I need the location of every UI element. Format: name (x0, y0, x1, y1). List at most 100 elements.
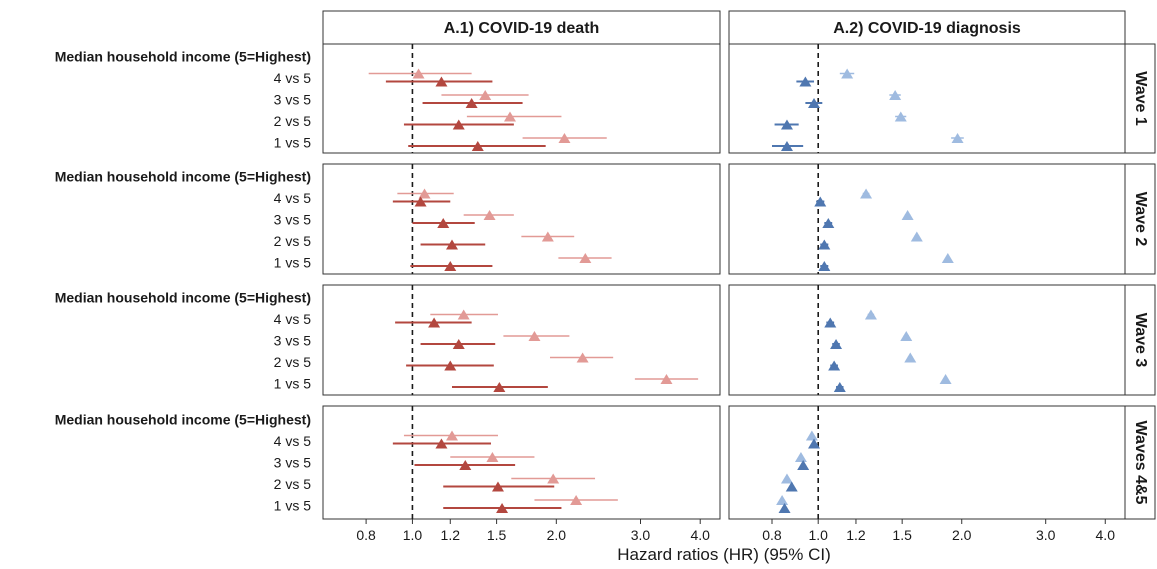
x-tick-label: 4.0 (690, 527, 710, 543)
row-title-wave-3: Wave 3 (1132, 313, 1149, 368)
row-label: 2 vs 5 (274, 354, 312, 370)
hazard-ratio-marker (547, 473, 560, 484)
panel-frame-death-wave-3 (322, 284, 721, 396)
hazard-ratio-marker (444, 261, 457, 271)
hazard-ratio-marker (822, 218, 835, 228)
x-tick-label: 2.0 (952, 527, 972, 543)
panel-frame-death-wave-2 (322, 163, 721, 275)
hazard-ratio-marker (457, 309, 470, 320)
hazard-ratio-marker (471, 141, 484, 151)
row-label: 3 vs 5 (274, 333, 312, 349)
row-label-header: Median household income (5=Highest) (55, 412, 311, 428)
hazard-ratio-marker (483, 210, 496, 220)
hazard-ratio-marker (814, 196, 827, 207)
row-label: 3 vs 5 (274, 92, 312, 108)
hazard-ratio-marker (900, 331, 913, 341)
x-tick-label: 3.0 (1036, 527, 1056, 543)
row-strip-wave-3 (1124, 284, 1156, 396)
panel-frame-diagnosis-wave-2 (728, 163, 1126, 275)
hazard-ratio-marker (444, 360, 457, 371)
row-label: 1 vs 5 (274, 255, 312, 271)
hazard-ratio-marker (452, 339, 465, 349)
hazard-ratio-marker (818, 239, 831, 250)
hazard-ratio-marker (491, 481, 504, 492)
hazard-ratio-marker (437, 218, 450, 228)
hazard-ratio-marker (824, 317, 837, 328)
hazard-ratio-marker (459, 460, 472, 470)
hazard-ratio-marker (889, 90, 902, 100)
hazard-ratio-marker (465, 98, 478, 108)
hazard-ratio-marker (910, 231, 923, 242)
column-title-death: A.1) COVID-19 death (444, 20, 600, 37)
hazard-ratio-marker (860, 188, 873, 199)
hazard-ratio-marker (780, 141, 793, 151)
hazard-ratio-marker (864, 309, 877, 320)
row-label: 1 vs 5 (274, 376, 312, 392)
hazard-ratio-marker (412, 68, 425, 79)
hazard-ratio-marker (780, 473, 793, 484)
hazard-ratio-marker (414, 196, 427, 207)
hazard-ratio-marker (808, 438, 821, 449)
hazard-ratio-marker (797, 460, 810, 470)
hazard-ratio-marker (570, 495, 583, 505)
hazard-ratio-marker (493, 382, 506, 392)
hazard-ratio-marker (452, 119, 465, 130)
hazard-ratio-marker (558, 133, 571, 143)
row-label: 2 vs 5 (274, 233, 312, 249)
column-title-diagnosis: A.2) COVID-19 diagnosis (833, 20, 1021, 37)
row-title-wave-2: Wave 2 (1132, 192, 1149, 247)
x-tick-label: 2.0 (547, 527, 567, 543)
hazard-ratio-marker (776, 495, 789, 505)
hazard-ratio-marker (799, 76, 812, 87)
hazard-ratio-marker (579, 253, 592, 263)
hazard-ratio-marker (486, 452, 499, 462)
row-title-waves-4-5: Waves 4&5 (1132, 421, 1149, 505)
hazard-ratio-marker (939, 374, 952, 384)
panel-frame-death-wave-1 (322, 43, 721, 154)
hazard-ratio-marker (418, 188, 431, 199)
row-label: 3 vs 5 (274, 455, 312, 471)
hazard-ratio-marker (445, 239, 458, 250)
hazard-ratio-marker (435, 438, 448, 449)
panel-frame-diagnosis-wave-1 (728, 43, 1126, 154)
x-tick-label: 1.5 (892, 527, 912, 543)
hazard-ratio-marker (428, 317, 441, 328)
x-tick-label: 1.2 (441, 527, 461, 543)
hazard-ratio-marker (445, 430, 458, 441)
row-label: 3 vs 5 (274, 212, 312, 228)
x-tick-label: 0.8 (356, 527, 376, 543)
row-strip-wave-1 (1124, 43, 1156, 154)
hazard-ratio-marker (894, 111, 907, 122)
row-label: 4 vs 5 (274, 311, 312, 327)
row-label: 1 vs 5 (274, 498, 312, 514)
hazard-ratio-marker (576, 352, 589, 363)
hazard-ratio-marker (496, 503, 509, 513)
row-label-header: Median household income (5=Highest) (55, 49, 311, 65)
x-tick-label: 1.0 (403, 527, 423, 543)
hazard-ratio-marker (901, 210, 914, 220)
hazard-ratio-marker (794, 452, 807, 462)
row-label: 4 vs 5 (274, 190, 312, 206)
hazard-ratio-marker (805, 430, 818, 441)
column-strip-death (322, 10, 721, 45)
x-tick-label: 3.0 (631, 527, 651, 543)
x-axis-title: Hazard ratios (HR) (95% CI) (617, 545, 831, 564)
row-label-header: Median household income (5=Highest) (55, 290, 311, 306)
panel-frame-diagnosis-waves-4-5 (728, 405, 1126, 520)
row-strip-wave-2 (1124, 163, 1156, 275)
panel-frame-diagnosis-wave-3 (728, 284, 1126, 396)
row-label: 2 vs 5 (274, 476, 312, 492)
x-tick-label: 4.0 (1096, 527, 1116, 543)
x-tick-label: 1.0 (808, 527, 828, 543)
row-label: 1 vs 5 (274, 135, 312, 151)
hazard-ratio-marker (904, 352, 917, 363)
hazard-ratio-marker (541, 231, 554, 242)
x-tick-label: 1.5 (487, 527, 507, 543)
hazard-ratio-marker (808, 98, 821, 108)
hazard-ratio-marker (951, 133, 964, 143)
hazard-ratio-marker (841, 68, 854, 79)
panel-frame-death-waves-4-5 (322, 405, 721, 520)
hazard-ratio-marker (785, 481, 798, 492)
row-label-header: Median household income (5=Highest) (55, 169, 311, 185)
